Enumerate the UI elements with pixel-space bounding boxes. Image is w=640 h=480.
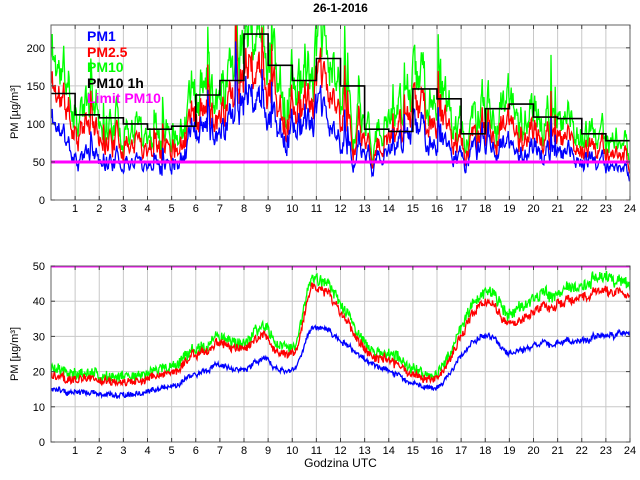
series-group (51, 266, 630, 400)
chart-title: 26-1-2016 (313, 1, 368, 15)
x-tick-label: 3 (120, 203, 126, 215)
x-tick-label: 12 (334, 445, 346, 457)
legend-item-limit-pm10: Limit PM10 (87, 90, 161, 106)
y-tick-label: 0 (39, 195, 45, 207)
series-pm10-1h-step (51, 33, 630, 142)
x-tick-label: 14 (383, 445, 395, 457)
x-tick-label: 18 (479, 203, 491, 215)
y-tick-label: 30 (33, 331, 45, 343)
x-tick-label: 10 (286, 445, 298, 457)
plot-top: 1 2 3 4 5 6 7 8 9 10 11 12 13 14 15 16 17 18 19 20 21 22 23 240… (27, 24, 636, 215)
x-tick-label: 15 (407, 445, 419, 457)
x-tick-label: 6 (193, 203, 199, 215)
x-tick-label: 23 (600, 203, 612, 215)
x-tick-label: 5 (169, 445, 175, 457)
x-tick-label: 20 (527, 445, 539, 457)
x-tick-label: 9 (265, 445, 271, 457)
y-tick-label: 10 (33, 402, 45, 414)
y-tick-label: 50 (33, 157, 45, 169)
series-pm1 (51, 41, 630, 182)
x-tick-label: 4 (144, 445, 150, 457)
tick-labels: 1 2 3 4 5 6 7 8 9 10 11 12 13 14 15 16 17 18 19 20 21 22 23 240… (33, 261, 636, 457)
x-tick-label: 16 (431, 203, 443, 215)
x-tick-label: 14 (383, 203, 395, 215)
series-pm1 (51, 324, 630, 400)
x-tick-label: 22 (576, 203, 588, 215)
tick-marks (51, 25, 631, 201)
x-tick-label: 3 (120, 445, 126, 457)
x-tick-label: 1 (72, 203, 78, 215)
y-tick-label: 150 (27, 81, 45, 93)
y-tick-label: 50 (33, 261, 45, 273)
x-tick-label: 8 (241, 203, 247, 215)
y-tick-label: 100 (27, 119, 45, 131)
x-tick-label: 5 (169, 203, 175, 215)
x-tick-label: 13 (358, 203, 370, 215)
x-tick-label: 24 (624, 203, 636, 215)
x-tick-label: 13 (358, 445, 370, 457)
x-tick-label: 4 (144, 203, 150, 215)
x-tick-label: 15 (407, 203, 419, 215)
series-group (51, 25, 630, 182)
legend-item-pm25: PM2.5 (87, 43, 128, 60)
x-tick-label: 18 (479, 445, 491, 457)
bottom-x-axis-label: Godzina UTC (304, 456, 377, 470)
x-tick-label: 6 (193, 445, 199, 457)
x-tick-label: 1 (72, 445, 78, 457)
legend: PM1 PM2.5 PM10 PM10 1h Limit PM10 (87, 28, 161, 107)
x-tick-label: 11 (311, 203, 322, 215)
x-tick-label: 2 (96, 445, 102, 457)
x-tick-label: 24 (624, 445, 636, 457)
y-tick-label: 200 (27, 43, 45, 55)
x-tick-label: 16 (431, 445, 443, 457)
x-tick-label: 10 (286, 203, 298, 215)
x-tick-label: 21 (551, 445, 563, 457)
x-tick-label: 23 (600, 445, 612, 457)
legend-item-pm10-1h: PM10 1h (87, 74, 144, 91)
x-tick-label: 8 (241, 445, 247, 457)
bottom-y-axis-label: PM [µg/m³] (9, 326, 21, 382)
y-tick-label: 40 (33, 296, 45, 308)
tick-labels: 1 2 3 4 5 6 7 8 9 10 11 12 13 14 15 16 17 18 19 20 21 22 23 240… (27, 43, 636, 215)
series-pm2-5 (51, 282, 630, 388)
x-tick-label: 17 (455, 203, 467, 215)
x-tick-label: 21 (551, 203, 563, 215)
x-tick-label: 7 (217, 203, 223, 215)
top-y-axis-label: PM [µg/m³] (9, 84, 21, 140)
x-tick-label: 22 (576, 445, 588, 457)
series-pm10 (51, 25, 630, 167)
legend-item-pm1: PM1 (87, 28, 116, 44)
plot-bottom: 1 2 3 4 5 6 7 8 9 10 11 12 13 14 15 16 17 18 19 20 21 22 23 240… (33, 261, 636, 457)
x-tick-label: 7 (217, 445, 223, 457)
series-pm2-5 (51, 25, 630, 174)
x-tick-label: 19 (503, 445, 515, 457)
x-tick-label: 20 (527, 203, 539, 215)
x-tick-label: 2 (96, 203, 102, 215)
tick-marks (51, 265, 631, 443)
x-tick-label: 17 (455, 445, 467, 457)
x-tick-label: 11 (311, 445, 322, 457)
legend-item-pm10: PM10 (87, 59, 124, 75)
x-tick-label: 19 (503, 203, 515, 215)
x-tick-label: 12 (334, 203, 346, 215)
x-tick-label: 9 (265, 203, 271, 215)
y-tick-label: 0 (39, 437, 45, 449)
y-tick-label: 20 (33, 367, 45, 379)
